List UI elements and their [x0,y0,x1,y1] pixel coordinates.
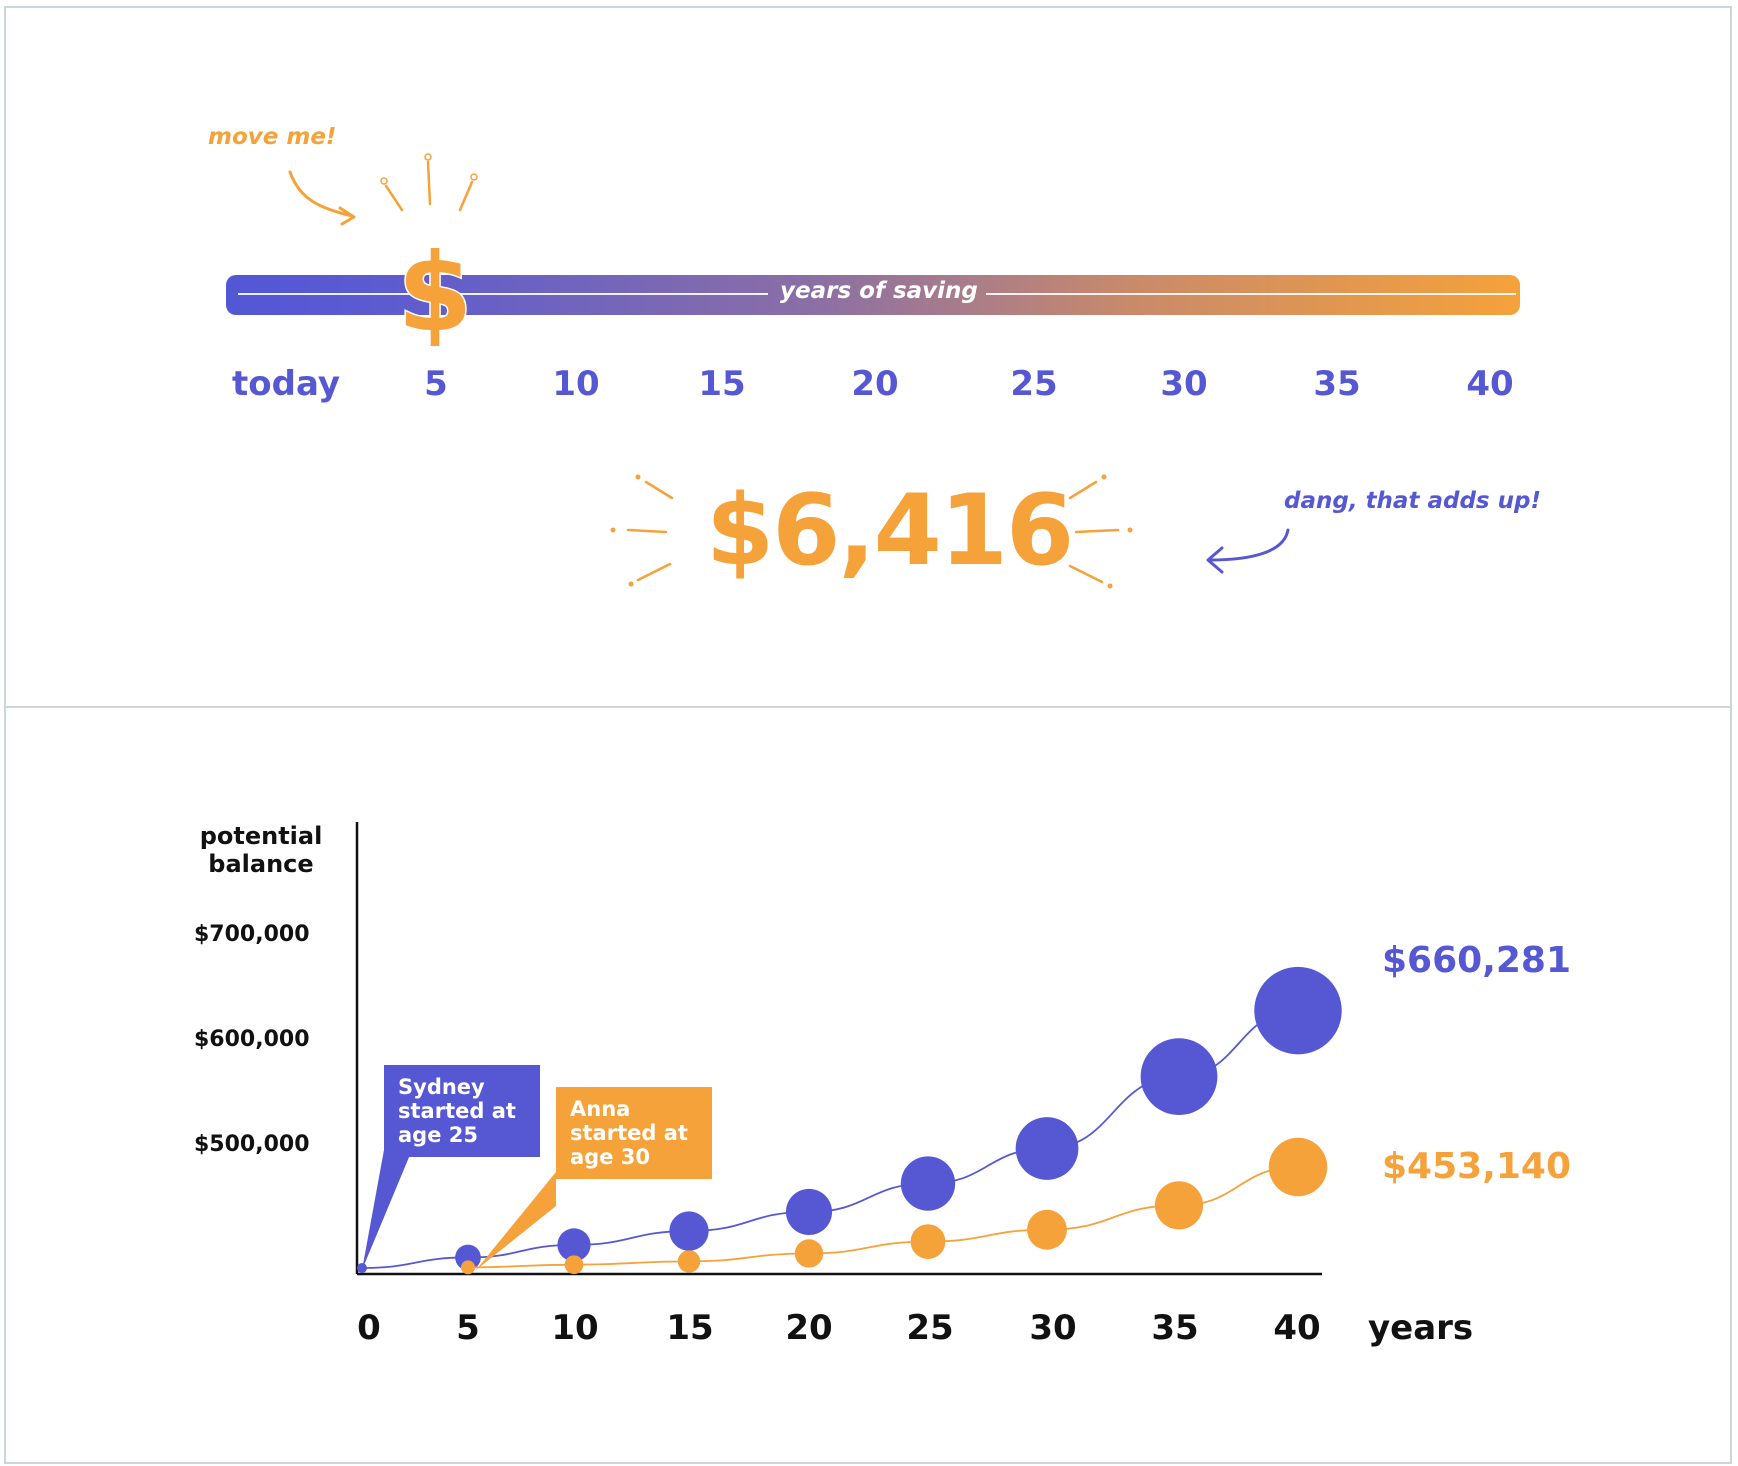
x-tick-label: 15 [666,1308,714,1348]
y-tick-label: $500,000 [194,1132,310,1157]
anna-balance-point[interactable] [461,1260,475,1275]
x-tick-label: 5 [456,1308,480,1348]
savings-slider-panel [4,6,1732,708]
slider-tick-40[interactable]: 40 [1466,364,1514,404]
amount-burst-decoration [610,474,1133,589]
x-tick-label: 35 [1151,1308,1199,1348]
slider-tick-35[interactable]: 35 [1313,364,1361,404]
anna-final-balance: $453,140 [1382,1146,1572,1187]
sydney-balance-point[interactable] [669,1211,709,1251]
years-of-saving-label: years of saving [780,278,978,304]
move-me-hint: move me! [208,124,337,150]
anna-balance-point[interactable] [1027,1209,1067,1250]
anna-balance-point[interactable] [564,1255,584,1275]
sydney-balance-point[interactable] [1254,966,1342,1055]
anna-callout: Anna started at age 30 [556,1087,712,1179]
anna-balance-point[interactable] [910,1224,946,1259]
x-tick-label: 10 [551,1308,599,1348]
anna-balance-point[interactable] [677,1250,701,1273]
hint-arrow-icon [288,170,354,218]
sydney-callout: Sydney started at age 25 [384,1065,540,1157]
sydney-balance-point[interactable] [557,1228,591,1262]
balance-chart-panel [4,706,1732,1464]
y-tick-label: $600,000 [194,1027,310,1052]
years-slider-track[interactable] [226,275,1520,315]
result-note: dang, that adds up! [1284,488,1541,514]
anna-balance-point[interactable] [1268,1137,1328,1197]
x-tick-label: 25 [906,1308,954,1348]
sydney-balance-point[interactable] [785,1188,833,1235]
x-tick-label: 30 [1029,1308,1077,1348]
x-tick-label: 40 [1273,1308,1321,1348]
track-line-left [238,293,768,295]
result-arrow-icon [1206,528,1290,574]
slider-tick-15[interactable]: 15 [698,364,746,404]
sydney-balance-point[interactable] [357,1263,367,1273]
slider-tick-10[interactable]: 10 [552,364,600,404]
x-tick-label: 20 [785,1308,833,1348]
svg-text:$: $ [397,236,472,348]
y-tick-label: $700,000 [194,922,310,947]
sydney-callout-pointer [362,1150,412,1270]
slider-tick-5[interactable]: 5 [424,364,448,404]
hint-decoration [288,153,478,226]
y-axis-title: potential balance [199,822,323,878]
anna-balance-point[interactable] [794,1239,824,1268]
anna-callout-pointer [476,1172,556,1270]
anna-balance-point[interactable] [1154,1181,1204,1230]
sydney-balance-point[interactable] [900,1156,956,1211]
dollar-handle-icon[interactable]: $ [390,236,480,348]
sydney-balance-point[interactable] [455,1244,481,1271]
slider-tick-25[interactable]: 25 [1010,364,1058,404]
savings-result-amount: $6,416 [706,474,1074,588]
track-line-right [986,293,1516,295]
x-tick-label: 0 [357,1308,381,1348]
slider-tick-30[interactable]: 30 [1160,364,1208,404]
slider-tick-today[interactable]: today [231,364,341,404]
sydney-balance-point[interactable] [1015,1117,1079,1180]
sydney-balance-point[interactable] [1140,1038,1218,1115]
sydney-final-balance: $660,281 [1382,940,1572,981]
x-axis-title: years [1368,1308,1474,1348]
slider-tick-20[interactable]: 20 [851,364,899,404]
